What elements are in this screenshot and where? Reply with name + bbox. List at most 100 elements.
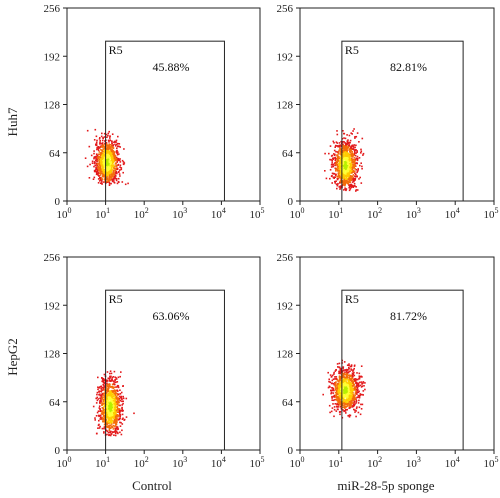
scatter-point — [97, 398, 100, 400]
scatter-point — [339, 406, 342, 408]
scatter-point — [106, 433, 108, 436]
scatter-point — [340, 369, 342, 372]
scatter-point — [100, 135, 103, 138]
scatter-point — [360, 162, 362, 164]
scatter-point — [103, 420, 106, 423]
gate-label: R5 — [345, 292, 359, 306]
scatter-point — [348, 374, 350, 376]
scatter-point — [331, 399, 333, 401]
scatter-point — [111, 169, 114, 171]
scatter-point — [351, 170, 354, 173]
scatter-point — [345, 400, 347, 402]
scatter-point — [342, 161, 345, 163]
scatter-point — [109, 409, 112, 412]
scatter-point — [108, 182, 111, 185]
scatter-point — [345, 379, 348, 381]
scatter-point — [334, 164, 336, 167]
scatter-point — [106, 422, 108, 425]
scatter-point — [119, 175, 121, 177]
scatter-point — [99, 177, 102, 179]
scatter-point — [358, 396, 361, 399]
scatter-point — [114, 395, 116, 398]
scatter-point — [116, 397, 118, 399]
scatter-point — [106, 390, 109, 393]
scatter-point — [112, 431, 114, 433]
scatter-point — [105, 142, 107, 144]
scatter-point — [117, 428, 119, 430]
scatter-point — [98, 407, 101, 409]
scatter-point — [355, 189, 358, 191]
scatter-point — [113, 381, 115, 383]
scatter-point — [344, 389, 346, 391]
scatter-point — [339, 157, 342, 160]
scatter-point — [110, 178, 113, 180]
plot-frame — [299, 256, 495, 451]
scatter-point — [103, 379, 105, 381]
scatter-point — [101, 418, 104, 421]
scatter-point — [358, 157, 361, 159]
scatter-point — [114, 408, 116, 411]
scatter-point — [358, 178, 360, 180]
scatter-point — [351, 393, 354, 395]
scatter-point — [113, 434, 115, 436]
scatter-point — [329, 145, 332, 147]
scatter-point — [101, 178, 104, 180]
scatter-point — [105, 133, 108, 136]
y-tick-label: 192 — [44, 51, 61, 63]
scatter-point — [353, 167, 355, 169]
scatter-point — [338, 149, 340, 152]
gate-percent: 45.88% — [152, 60, 189, 74]
scatter-point — [352, 375, 354, 378]
scatter-point — [354, 167, 356, 170]
scatter-point — [341, 376, 344, 379]
scatter-point — [346, 373, 348, 376]
scatter-point — [356, 387, 359, 389]
scatter-point — [114, 383, 116, 386]
scatter-point — [121, 398, 123, 401]
scatter-point — [109, 413, 111, 415]
scatter-point — [109, 417, 112, 419]
scatter-point — [117, 432, 119, 435]
scatter-point — [340, 394, 342, 396]
scatter-point — [96, 391, 99, 394]
scatter-point — [331, 159, 334, 162]
scatter-point — [105, 392, 108, 394]
scatter-point — [350, 177, 353, 179]
scatter-point — [101, 139, 104, 142]
scatter-point — [115, 179, 118, 182]
scatter-point — [355, 135, 358, 138]
scatter-point — [112, 161, 114, 164]
scatter-point — [348, 185, 351, 188]
scatter-point — [345, 144, 347, 146]
scatter-point — [350, 175, 353, 177]
scatter-point — [351, 385, 354, 387]
scatter-point — [357, 389, 359, 391]
scatter-point — [105, 426, 108, 428]
scatter-point — [113, 421, 115, 423]
scatter-point — [338, 362, 341, 365]
scatter-point — [112, 164, 115, 166]
scatter-point — [109, 135, 111, 137]
scatter-point — [99, 137, 101, 139]
x-tick-label: 103 — [406, 455, 421, 470]
scatter-point — [346, 375, 348, 377]
scatter-point — [106, 164, 108, 167]
scatter-point — [339, 156, 342, 159]
scatter-point — [108, 181, 111, 184]
scatter-point — [103, 373, 106, 376]
scatter-point — [112, 424, 115, 427]
scatter-point — [103, 416, 106, 418]
scatter-point — [353, 159, 356, 161]
scatter-point — [349, 150, 351, 153]
scatter-point — [353, 371, 355, 374]
scatter-point — [119, 169, 121, 171]
scatter-point — [357, 168, 359, 170]
scatter-point — [107, 170, 110, 173]
scatter-point — [100, 142, 102, 145]
scatter-point — [355, 168, 358, 171]
scatter-point — [341, 168, 344, 171]
gate-percent: 82.81% — [390, 60, 427, 74]
scatter-point — [105, 145, 108, 147]
scatter-point — [114, 165, 116, 168]
scatter-point — [113, 412, 115, 414]
